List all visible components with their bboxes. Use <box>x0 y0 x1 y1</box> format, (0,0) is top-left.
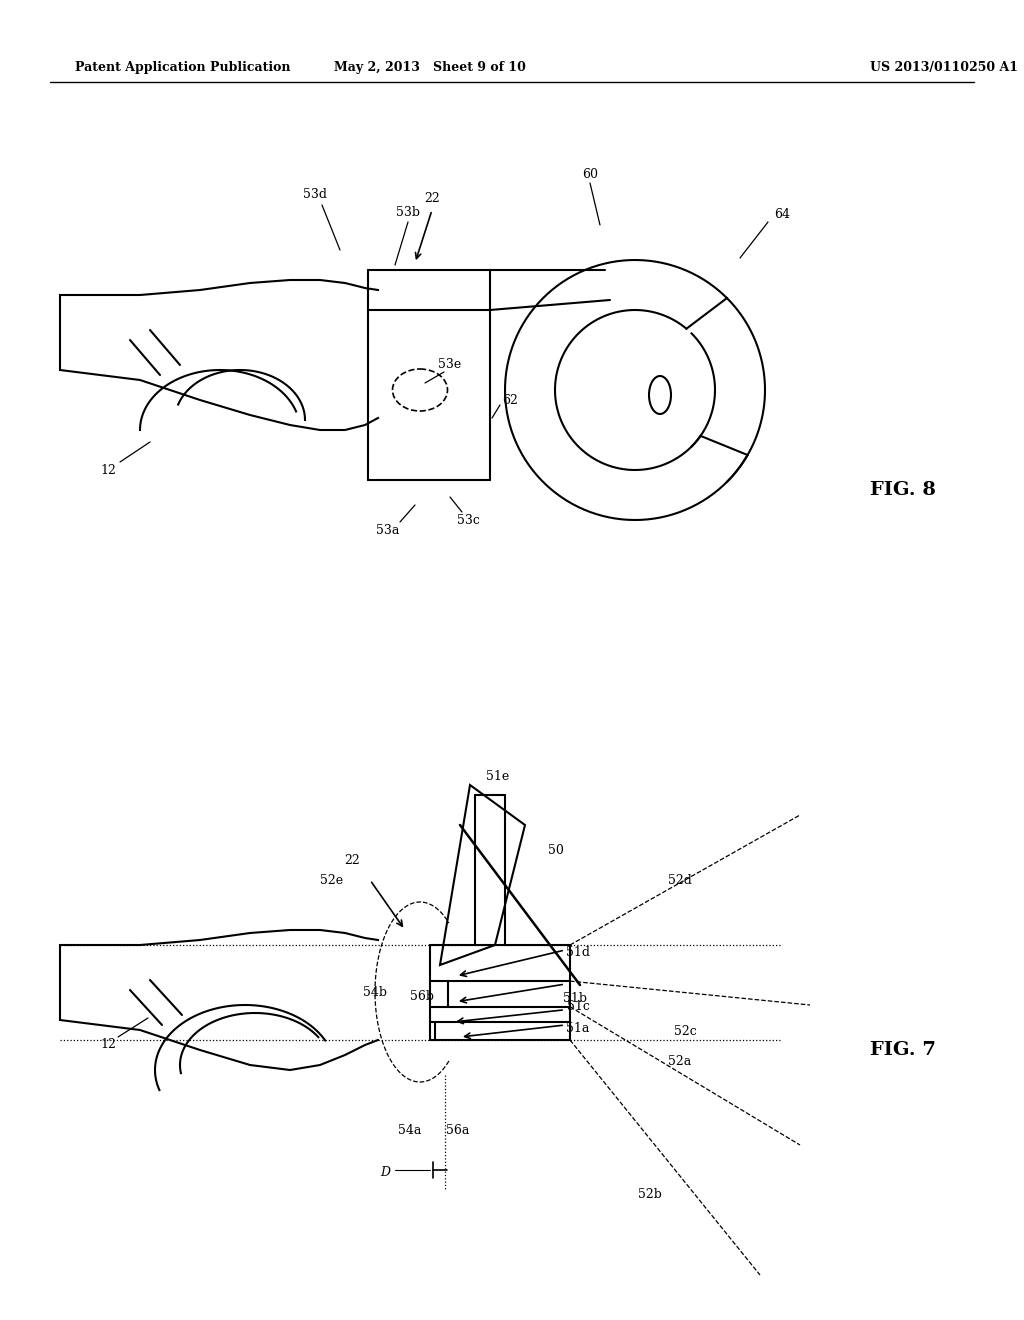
Text: Patent Application Publication: Patent Application Publication <box>75 62 291 74</box>
Text: 60: 60 <box>582 169 598 181</box>
Text: 50: 50 <box>548 843 564 857</box>
Text: 51c: 51c <box>566 999 590 1012</box>
Text: May 2, 2013   Sheet 9 of 10: May 2, 2013 Sheet 9 of 10 <box>334 62 526 74</box>
Text: 52e: 52e <box>321 874 344 887</box>
Text: 51e: 51e <box>486 771 510 784</box>
Text: 53e: 53e <box>438 359 462 371</box>
Text: 52d: 52d <box>668 874 692 887</box>
Text: 12: 12 <box>100 1039 116 1052</box>
Text: 64: 64 <box>774 209 790 222</box>
Text: 56a: 56a <box>446 1123 470 1137</box>
Text: 51a: 51a <box>566 1022 590 1035</box>
Text: 62: 62 <box>502 393 518 407</box>
Text: 53c: 53c <box>457 513 479 527</box>
Text: 52c: 52c <box>674 1024 696 1038</box>
Text: 53b: 53b <box>396 206 420 219</box>
Text: 52a: 52a <box>669 1055 691 1068</box>
Text: 54b: 54b <box>362 986 387 999</box>
Text: FIG. 8: FIG. 8 <box>870 480 936 499</box>
Text: 53d: 53d <box>303 189 327 202</box>
Text: US 2013/0110250 A1: US 2013/0110250 A1 <box>870 62 1018 74</box>
Text: 54a: 54a <box>398 1123 422 1137</box>
Text: 52b: 52b <box>638 1188 662 1201</box>
Text: 51d: 51d <box>566 946 590 960</box>
Text: 22: 22 <box>344 854 359 866</box>
Text: 22: 22 <box>424 191 440 205</box>
Text: 53a: 53a <box>376 524 399 536</box>
Text: 51b: 51b <box>563 993 587 1006</box>
Text: FIG. 7: FIG. 7 <box>870 1041 936 1059</box>
Text: 12: 12 <box>100 463 116 477</box>
Text: 56b: 56b <box>410 990 434 1003</box>
Text: D: D <box>380 1167 390 1180</box>
